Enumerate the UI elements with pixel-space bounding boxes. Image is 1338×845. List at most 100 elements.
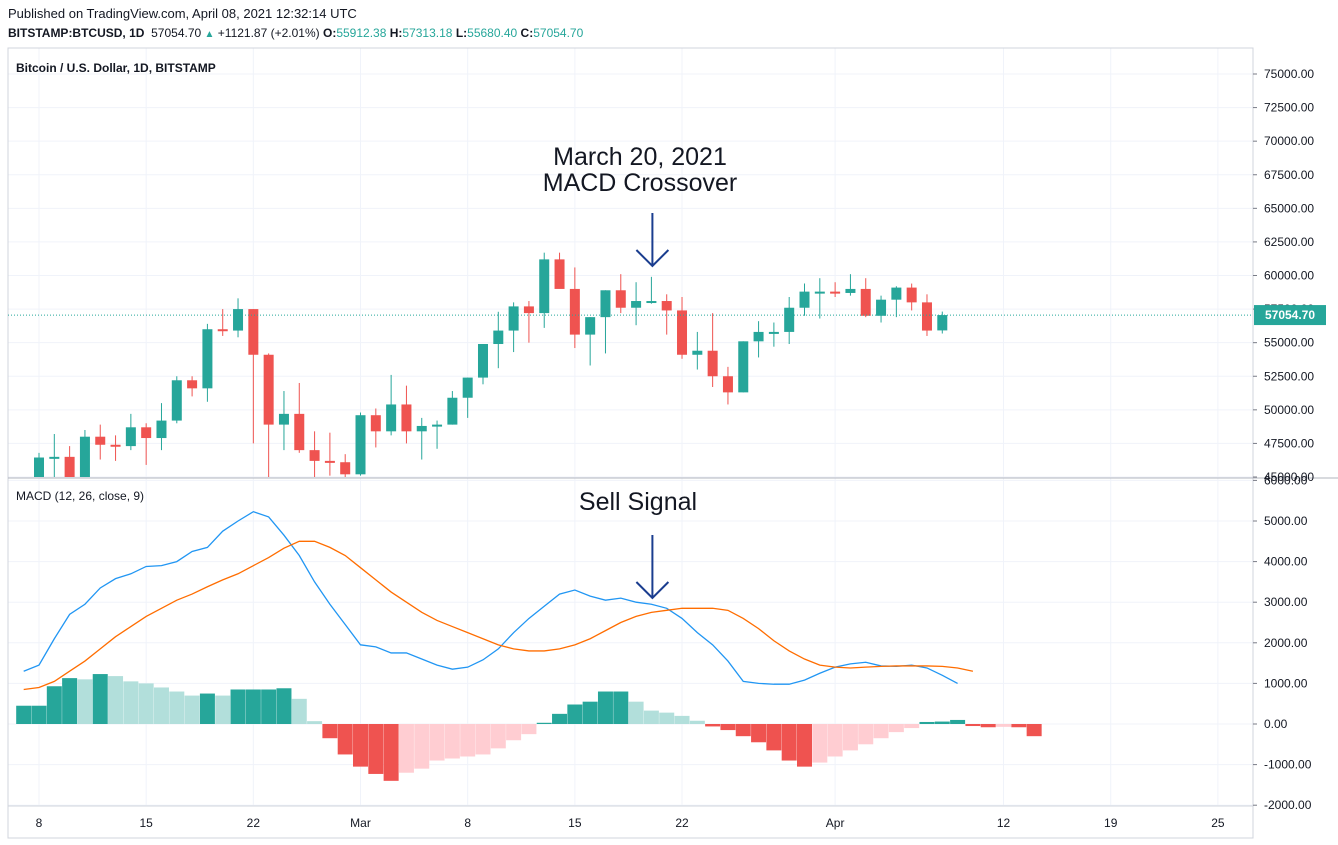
histogram-bar — [383, 724, 399, 781]
candle-body — [309, 450, 320, 461]
time-tick-label: 12 — [997, 816, 1011, 830]
price-tick-label: 55000.00 — [1264, 336, 1314, 350]
candle-body — [49, 456, 60, 459]
candle-body — [677, 310, 688, 355]
candle-body — [340, 462, 351, 475]
last-price-label: 57054.70 — [1265, 308, 1315, 322]
price-tick-label: 62500.00 — [1264, 235, 1314, 249]
price-tick-label: 70000.00 — [1264, 134, 1314, 148]
candle-body — [631, 301, 642, 308]
candle-body — [79, 436, 90, 477]
time-tick-label: 15 — [568, 816, 582, 830]
price-tick-label: 67500.00 — [1264, 168, 1314, 182]
histogram-bar — [950, 719, 966, 724]
candle-body — [156, 420, 167, 439]
time-tick-label: 8 — [36, 816, 43, 830]
histogram-bar — [781, 724, 797, 761]
histogram-bar — [1011, 724, 1027, 728]
candle-body — [324, 460, 335, 463]
histogram-bar — [873, 724, 889, 739]
candle-body — [845, 288, 856, 293]
histogram-bar — [858, 724, 874, 745]
candle-body — [401, 404, 412, 432]
close-value: 57054.70 — [533, 26, 584, 40]
candle-body — [110, 444, 121, 447]
histogram-bar — [980, 724, 996, 728]
histogram-bar — [77, 679, 93, 724]
histogram-bar — [934, 721, 950, 724]
candle-body — [784, 307, 795, 332]
histogram-bar — [123, 681, 139, 724]
candle-body — [278, 413, 289, 425]
candle-body — [768, 331, 779, 334]
sell-signal-annotation: Sell Signal — [579, 488, 697, 516]
candle-body — [554, 259, 565, 289]
chart-header: Published on TradingView.com, April 08, … — [0, 0, 1338, 48]
candle-body — [294, 413, 305, 451]
histogram-bar — [919, 721, 935, 724]
histogram-bar — [460, 724, 476, 757]
macd-line — [23, 510, 958, 685]
time-tick-label: Mar — [350, 816, 371, 830]
candle-body — [477, 344, 488, 378]
time-tick-label: 25 — [1211, 816, 1225, 830]
candle-body — [738, 341, 749, 393]
histogram-bar — [659, 712, 675, 724]
down-arrow-head — [635, 249, 670, 268]
candle-body — [64, 456, 75, 477]
crossover-annotation-title: MACD Crossover — [543, 169, 737, 197]
histogram-bar — [169, 691, 185, 724]
price-tick-label: 47500.00 — [1264, 436, 1314, 450]
histogram-bar — [429, 724, 445, 761]
symbol-label: BITSTAMP:BTCUSD, 1D — [8, 26, 145, 40]
gridlines — [8, 48, 1253, 806]
symbol-quote-bar: BITSTAMP:BTCUSD, 1D 57054.70 ▲ +1121.87 … — [8, 26, 583, 40]
histogram-bar — [322, 724, 338, 739]
candle-body — [493, 330, 504, 345]
candle-body — [355, 415, 366, 475]
up-triangle-icon: ▲ — [204, 29, 215, 40]
crossover-annotation-date: March 20, 2021 — [553, 143, 727, 171]
time-tick-label: 8 — [464, 816, 471, 830]
price-tick-label: 60000.00 — [1264, 269, 1314, 283]
histogram-bar — [92, 674, 108, 724]
candle-body — [906, 287, 917, 303]
histogram-bar — [261, 689, 277, 724]
histogram-bar — [276, 688, 292, 724]
histogram-bar — [766, 724, 782, 751]
macd-lines — [23, 510, 974, 691]
histogram-bar — [567, 704, 583, 724]
candle-body — [508, 306, 519, 331]
candle-body — [569, 288, 580, 335]
histogram-bar — [536, 722, 552, 724]
histogram-bar — [414, 724, 430, 769]
histogram-bar — [62, 678, 78, 724]
price-change: +1121.87 (+2.01%) — [217, 26, 320, 40]
candle-body — [860, 288, 871, 316]
candle-body — [233, 309, 244, 331]
histogram-bar — [215, 695, 231, 724]
candle-body — [523, 306, 534, 314]
price-tick-label: 75000.00 — [1264, 67, 1314, 81]
histogram-bar — [628, 701, 644, 724]
macd-tick-label: 6000.00 — [1264, 473, 1308, 487]
macd-pane[interactable]: MACD (12, 26, close, 9) Sell Signal — [16, 488, 1042, 781]
histogram-bar — [16, 705, 32, 724]
histogram-bar — [46, 686, 62, 724]
histogram-bar — [521, 724, 537, 735]
close-label: C: — [520, 26, 534, 40]
time-tick-label: Apr — [826, 816, 845, 830]
candle-body — [370, 415, 381, 432]
histogram-bar — [689, 720, 705, 724]
histogram-bar — [751, 724, 767, 743]
candle-body — [921, 302, 932, 331]
histogram-bar — [996, 724, 1012, 727]
histogram-bar — [31, 705, 47, 724]
candle-body — [661, 301, 672, 311]
candle-body — [615, 290, 626, 308]
macd-tick-label: 5000.00 — [1264, 514, 1308, 528]
histogram-bar — [904, 724, 920, 729]
price-pane[interactable]: Bitcoin / U.S. Dollar, 1D, BITSTAMP Marc… — [16, 61, 948, 477]
candle-body — [876, 299, 887, 316]
